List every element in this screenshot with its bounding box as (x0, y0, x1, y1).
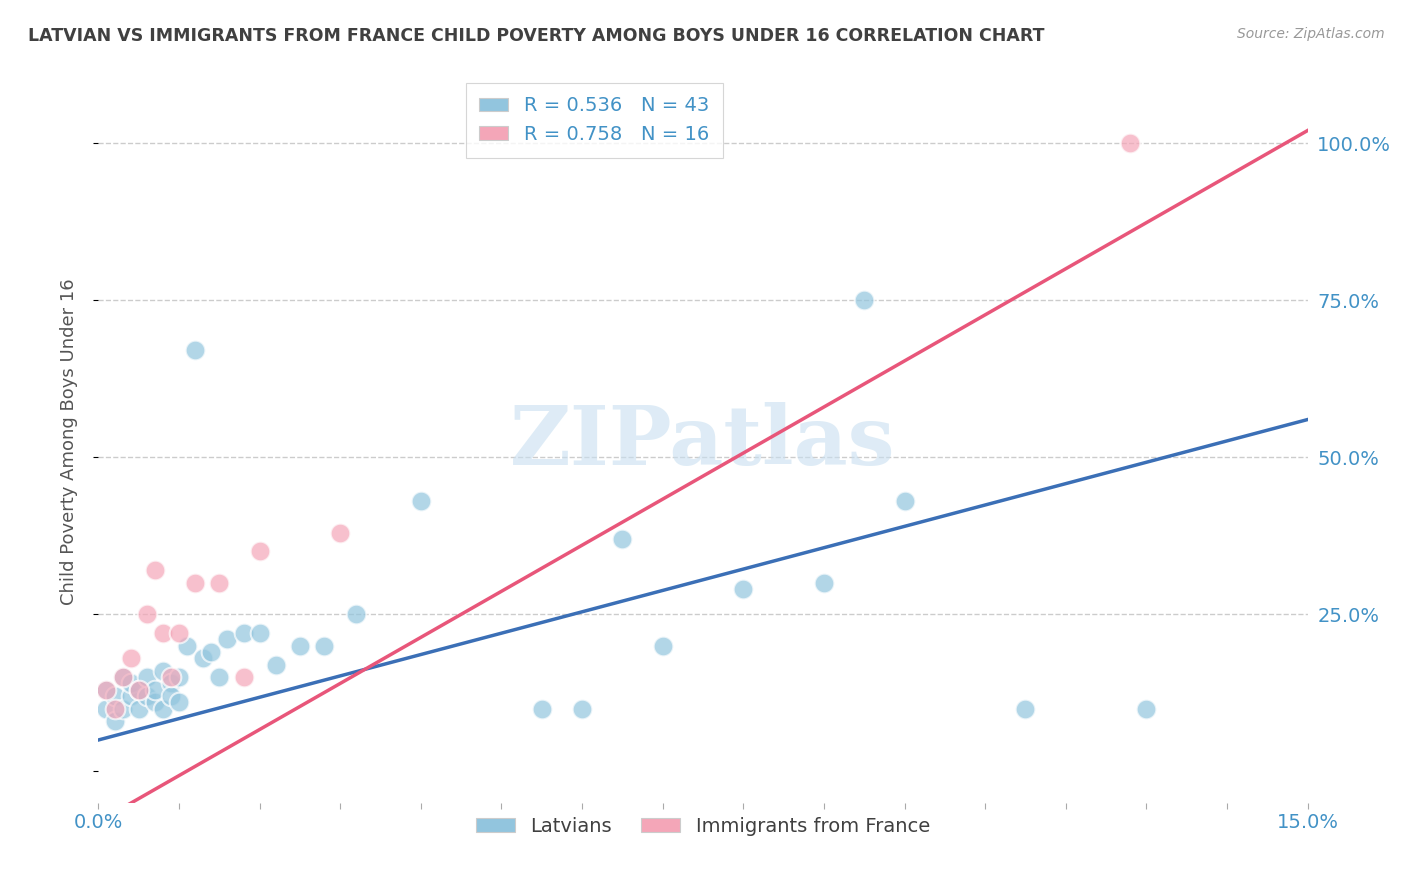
Point (120, 651, 142, 665)
Point (200, 645, 222, 659)
Point (217, 632, 239, 647)
Point (167, 695, 190, 709)
Point (733, 582, 755, 597)
Point (208, 670, 231, 684)
Point (103, 689, 125, 703)
Point (96, 682, 118, 697)
Point (143, 695, 166, 709)
Point (813, 575, 835, 590)
Y-axis label: Child Poverty Among Boys Under 16: Child Poverty Among Boys Under 16 (59, 278, 77, 605)
Point (96, 682, 118, 697)
Point (176, 639, 198, 653)
Point (128, 682, 150, 697)
Point (853, 293, 876, 308)
Point (193, 651, 215, 665)
Point (314, 639, 336, 653)
Point (1014, 701, 1036, 715)
Text: ZIPatlas: ZIPatlas (510, 401, 896, 482)
Point (893, 494, 915, 508)
Point (128, 682, 150, 697)
Point (571, 701, 593, 715)
Point (111, 701, 134, 715)
Point (184, 575, 207, 590)
Point (111, 670, 134, 684)
Point (103, 714, 125, 728)
Point (232, 670, 254, 684)
Point (184, 343, 207, 358)
Point (1119, 136, 1142, 150)
Point (1135, 701, 1157, 715)
Point (135, 689, 157, 703)
Point (167, 670, 190, 684)
Text: LATVIAN VS IMMIGRANTS FROM FRANCE CHILD POVERTY AMONG BOYS UNDER 16 CORRELATION : LATVIAN VS IMMIGRANTS FROM FRANCE CHILD … (28, 27, 1045, 45)
Point (128, 701, 150, 715)
Point (152, 626, 174, 640)
Point (329, 525, 352, 540)
Point (120, 676, 142, 690)
Point (232, 626, 254, 640)
Point (120, 689, 142, 703)
Point (160, 670, 183, 684)
Point (264, 657, 287, 672)
Point (152, 701, 174, 715)
Point (152, 664, 174, 678)
Point (249, 544, 271, 558)
Point (103, 701, 125, 715)
Point (111, 670, 134, 684)
Point (288, 639, 311, 653)
Point (208, 575, 231, 590)
Point (160, 689, 183, 703)
Point (612, 532, 634, 546)
Point (530, 701, 553, 715)
Legend: Latvians, Immigrants from France: Latvians, Immigrants from France (468, 809, 938, 844)
Point (344, 607, 367, 622)
Point (160, 676, 183, 690)
Point (167, 626, 190, 640)
Point (249, 626, 271, 640)
Point (96, 701, 118, 715)
Point (143, 682, 166, 697)
Point (143, 563, 166, 577)
Point (135, 607, 157, 622)
Text: Source: ZipAtlas.com: Source: ZipAtlas.com (1237, 27, 1385, 41)
Point (651, 639, 673, 653)
Point (135, 670, 157, 684)
Point (409, 494, 432, 508)
